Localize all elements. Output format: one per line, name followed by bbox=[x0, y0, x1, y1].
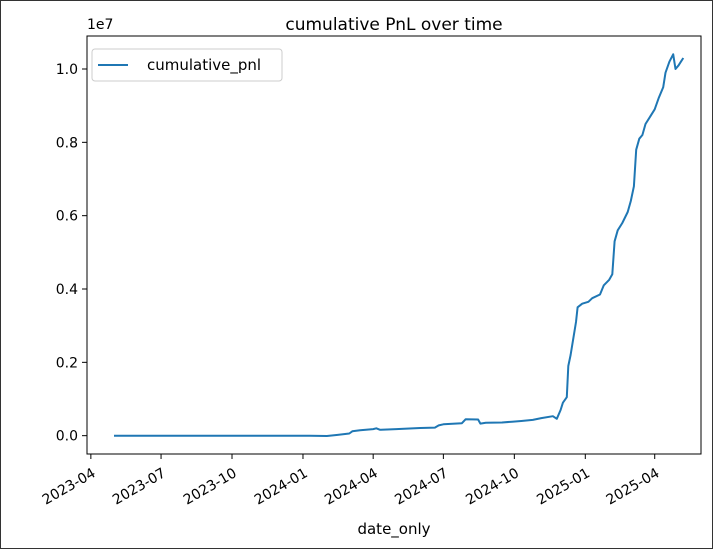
y-axis: 0.0 0.2 0.4 0.6 0.8 1.0 bbox=[56, 62, 87, 445]
x-tick-label: 2023-10 bbox=[181, 465, 240, 508]
x-axis-label: date_only bbox=[357, 520, 430, 539]
legend: cumulative_pnl bbox=[91, 48, 283, 82]
chart-title: cumulative PnL over time bbox=[285, 15, 502, 35]
x-tick-label: 2024-04 bbox=[322, 465, 381, 508]
series-line-cumulative-pnl bbox=[114, 53, 685, 437]
x-axis: 2023-04 2023-07 2023-10 2024-01 2024-04 2024-… bbox=[40, 454, 663, 508]
y-tick-label: 1.0 bbox=[56, 62, 78, 78]
series-layer bbox=[114, 53, 685, 437]
x-tick-label: 2024-10 bbox=[463, 465, 522, 508]
y-offset-label: 1e7 bbox=[87, 17, 113, 33]
legend-box bbox=[91, 48, 283, 82]
x-tick-label: 2025-01 bbox=[534, 465, 593, 508]
x-tick-label: 2024-01 bbox=[252, 465, 311, 508]
y-tick-label: 0.2 bbox=[56, 355, 78, 371]
legend-label-cumulative-pnl: cumulative_pnl bbox=[147, 56, 261, 75]
y-tick-label: 0.6 bbox=[56, 209, 78, 225]
x-tick-label: 2023-04 bbox=[40, 465, 99, 508]
y-tick-label: 0.8 bbox=[56, 135, 78, 151]
y-tick-label: 0.0 bbox=[56, 429, 78, 445]
x-tick-label: 2023-07 bbox=[110, 465, 169, 508]
x-tick-label: 2025-04 bbox=[604, 465, 663, 508]
x-tick-label: 2024-07 bbox=[392, 465, 451, 508]
plot-area bbox=[86, 35, 702, 455]
y-tick-label: 0.4 bbox=[56, 282, 78, 298]
